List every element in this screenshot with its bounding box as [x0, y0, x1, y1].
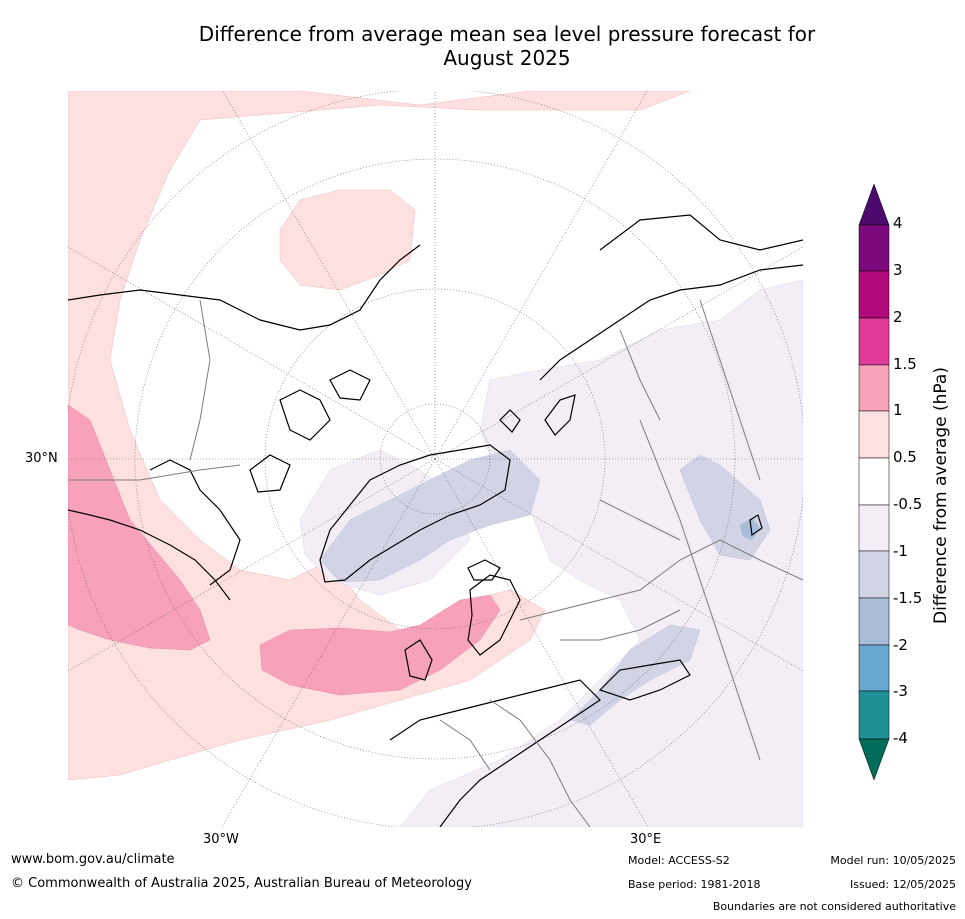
model-name: Model: ACCESS-S2: [628, 854, 730, 867]
anomaly-region-pos-1: [68, 404, 211, 651]
country-borders: [68, 299, 803, 827]
colorbar-tick: 2: [893, 308, 903, 326]
colorbar-tick: -2: [893, 636, 908, 654]
colorbar-tick: 1.5: [893, 355, 917, 373]
colorbar-tick: -3: [893, 682, 908, 700]
anomaly-region-pos-1: [259, 594, 501, 696]
colorbar-title: Difference from average (hPa): [931, 367, 951, 624]
colorbar-tick: -1: [893, 542, 908, 560]
anomaly-region-neg-1.5: [740, 518, 760, 540]
anomaly-region-pos-0.5: [68, 91, 691, 781]
colorbar-tick: 0.5: [893, 448, 917, 466]
colorbar-tick: 3: [893, 261, 903, 279]
issued-date: Issued: 12/05/2025: [849, 878, 956, 891]
anomaly-region-neg-0.5: [399, 279, 803, 827]
colorbar-tick: -0.5: [893, 495, 923, 513]
anomaly-region-neg-1: [319, 449, 541, 583]
map-title-line1: Difference from average mean sea level p…: [198, 22, 816, 46]
model-run-date: Model run: 10/05/2025: [830, 854, 956, 867]
copyright-text: © Commonwealth of Australia 2025, Austra…: [11, 876, 472, 891]
colorbar-tick: 1: [893, 401, 903, 419]
website-url: www.bom.gov.au/climate: [11, 852, 175, 867]
latitude-label: 30°N: [25, 451, 58, 466]
anomaly-region-pos-0.5: [279, 189, 416, 291]
colorbar: [858, 183, 890, 781]
graticule: [68, 91, 803, 827]
coastlines: [68, 214, 803, 827]
colorbar-tick: -4: [893, 729, 908, 747]
map-title-line2: August 2025: [443, 46, 571, 70]
base-period: Base period: 1981-2018: [628, 878, 761, 891]
boundaries-disclaimer: Boundaries are not considered authoritat…: [712, 900, 956, 913]
longitude-label-west: 30°W: [203, 832, 239, 847]
colorbar-tick: -1.5: [893, 589, 923, 607]
colorbar-tick: 4: [893, 214, 903, 232]
longitude-label-east: 30°E: [630, 832, 662, 847]
anomaly-region-neg-1: [569, 624, 701, 726]
